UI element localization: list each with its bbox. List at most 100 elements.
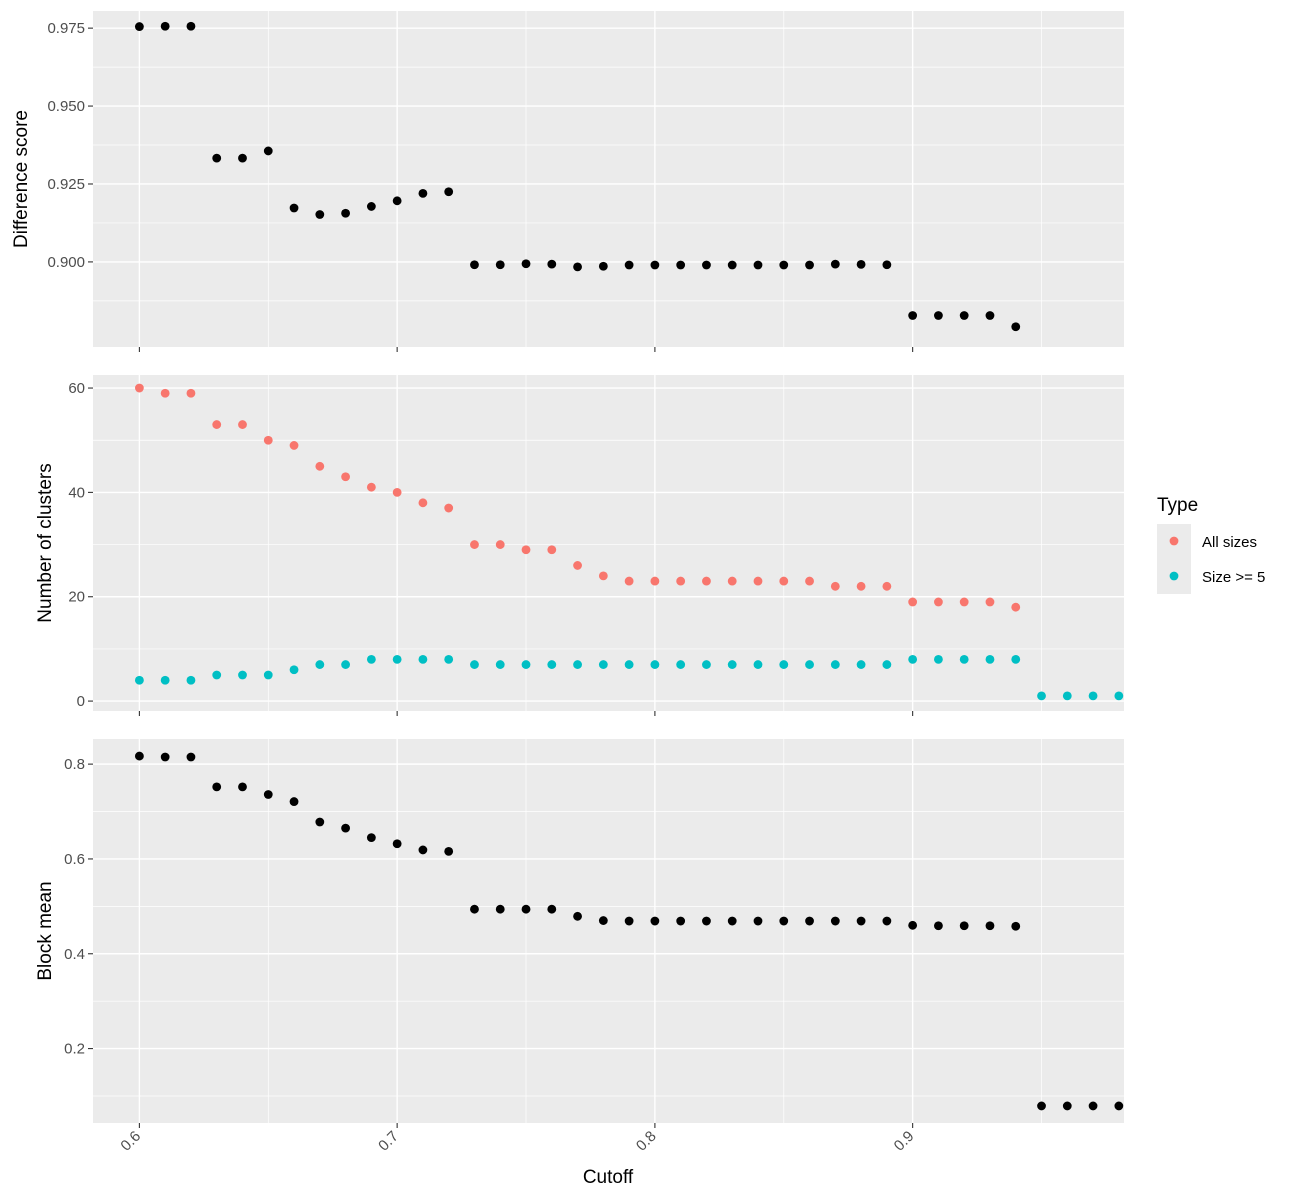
data-point: [1062, 691, 1072, 701]
data-point: [985, 921, 995, 931]
data-point: [366, 202, 376, 211]
data-point: [573, 561, 582, 570]
data-point: [1088, 691, 1098, 701]
data-point: [289, 665, 299, 675]
data-point: [1114, 691, 1124, 701]
data-point: [366, 833, 376, 843]
data-point: [676, 916, 686, 926]
data-point: [341, 823, 350, 833]
chart-panels: 0.900 0.925 0.950 0.975 Difference score 0 20 4…: [11, 11, 1124, 1128]
y-axis-title: Difference score: [11, 110, 32, 248]
data-point: [392, 487, 402, 497]
data-point: [1062, 1101, 1072, 1111]
data-point: [1011, 654, 1021, 664]
data-point: [186, 675, 196, 685]
data-point: [959, 654, 969, 664]
y-axis-title: Number of clusters: [35, 463, 56, 622]
data-point: [882, 916, 892, 926]
data-point: [134, 751, 144, 761]
data-point: [263, 146, 273, 156]
data-point: [908, 920, 918, 930]
data-point: [315, 660, 325, 669]
data-point: [959, 597, 969, 607]
data-point: [418, 845, 428, 855]
data-point: [598, 916, 608, 925]
legend-label-size-5: Size >= 5: [1202, 569, 1265, 586]
data-point: [470, 660, 479, 669]
data-point: [418, 654, 428, 664]
x-tick-label: 0.6: [117, 1128, 144, 1155]
data-point: [263, 670, 273, 680]
data-point: [830, 581, 840, 591]
data-point: [341, 208, 350, 218]
data-point: [985, 311, 995, 320]
data-point: [882, 581, 892, 591]
data-point: [547, 545, 557, 555]
data-point: [547, 660, 557, 669]
data-point: [186, 752, 196, 762]
data-point: [934, 311, 943, 320]
data-point: [650, 660, 660, 669]
data-point: [238, 153, 247, 163]
series: [134, 751, 1124, 1111]
panel-background: [93, 375, 1124, 711]
data-point: [727, 260, 737, 270]
data-point: [186, 388, 196, 398]
data-point: [1011, 322, 1021, 332]
data-point: [934, 654, 943, 664]
y-tick-label: 0.6: [64, 851, 85, 868]
y-tick-label: 0.900: [47, 254, 85, 271]
data-point: [598, 660, 608, 669]
data-point: [1037, 1101, 1046, 1111]
y-tick-label: 20: [68, 589, 85, 606]
data-point: [495, 904, 505, 914]
panel-block-mean: 0.2 0.4 0.6 0.8 Block mean: [35, 739, 1124, 1128]
legend: Type All sizes Size >= 5: [1157, 495, 1265, 594]
data-point: [289, 797, 299, 806]
data-point: [444, 654, 454, 664]
data-point: [753, 260, 763, 270]
data-point: [444, 503, 454, 513]
panel-difference-score: 0.900 0.925 0.950 0.975 Difference score: [11, 11, 1124, 352]
y-axis-title: Block mean: [35, 881, 56, 980]
x-tick-label: 0.7: [375, 1128, 402, 1155]
data-point: [418, 188, 428, 198]
series: [134, 383, 1021, 612]
data-point: [521, 545, 531, 555]
data-point: [702, 260, 711, 270]
data-point: [212, 782, 222, 792]
data-point: [650, 916, 660, 926]
data-point: [753, 576, 763, 586]
data-point: [444, 187, 454, 197]
data-point: [624, 260, 634, 270]
data-point: [573, 660, 582, 669]
data-point: [521, 259, 531, 269]
x-axis-title: Cutoff: [583, 1167, 634, 1188]
data-point: [830, 916, 840, 926]
data-point: [289, 441, 299, 450]
data-point: [1114, 1101, 1124, 1111]
data-point: [547, 259, 557, 269]
y-tick-label: 60: [68, 380, 85, 397]
x-tick-label: 0.8: [633, 1128, 660, 1155]
data-point: [392, 839, 402, 849]
data-point: [805, 260, 814, 270]
data-point: [573, 262, 582, 272]
data-point: [650, 260, 660, 270]
panel-background: [93, 739, 1124, 1123]
data-point: [676, 660, 686, 669]
data-point: [418, 498, 428, 508]
y-tick-label: 0.975: [47, 20, 85, 37]
data-point: [366, 654, 376, 664]
data-point: [908, 597, 918, 607]
data-point: [392, 654, 402, 664]
data-point: [830, 259, 840, 269]
data-point: [444, 846, 454, 856]
data-point: [624, 576, 634, 586]
data-point: [212, 420, 222, 429]
data-point: [160, 21, 170, 31]
data-point: [882, 260, 892, 270]
data-point: [1011, 602, 1021, 612]
y-tick-label: 0.8: [64, 756, 85, 773]
data-point: [779, 260, 789, 270]
